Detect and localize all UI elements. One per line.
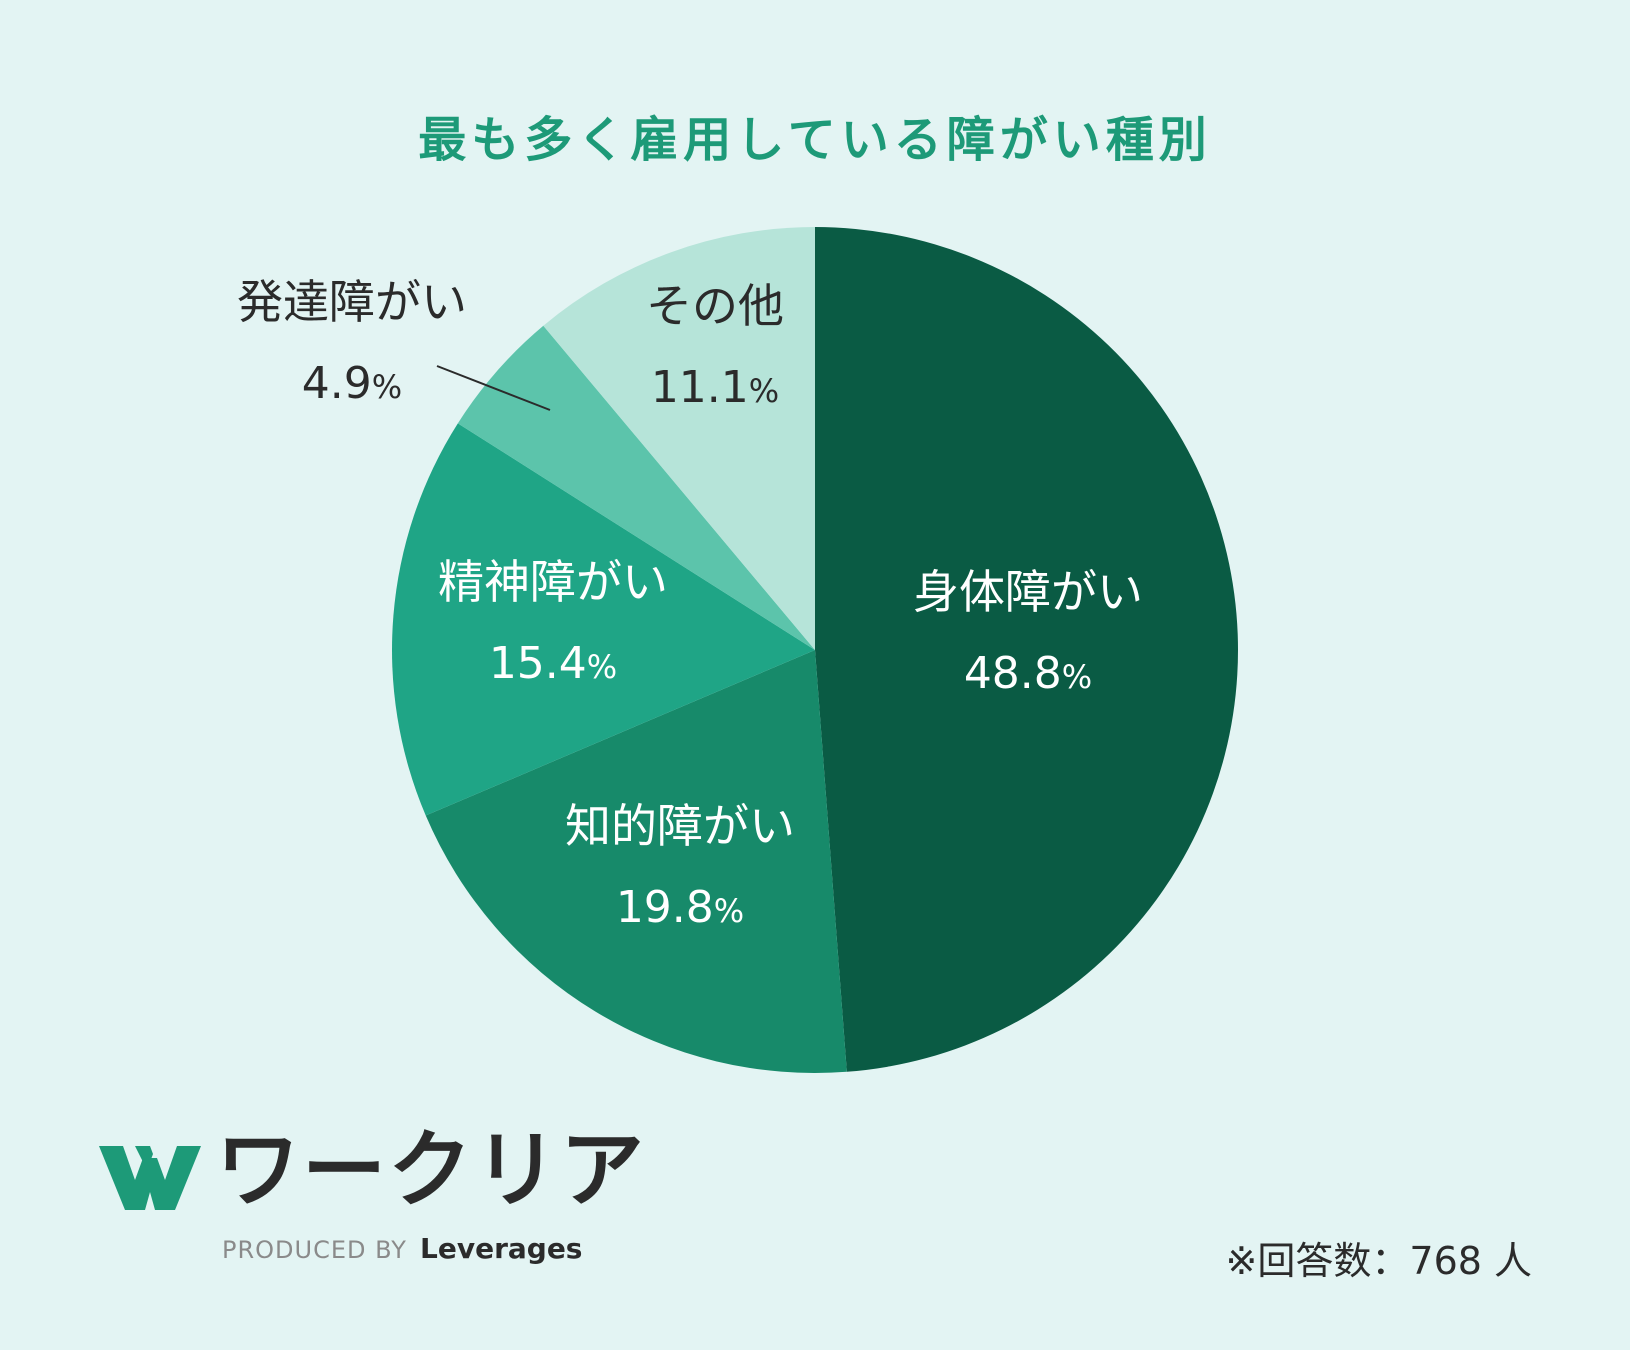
slice-label-0: 身体障がい 48.8% [913, 565, 1143, 699]
slice-name: 知的障がい [565, 799, 795, 853]
slice-label-3: 発達障がい 4.9% [237, 275, 467, 409]
slice-label-2: 精神障がい 15.4% [438, 555, 668, 689]
leader-line-hattatsu [436, 365, 551, 411]
pie-slice-3 [457, 325, 815, 650]
slice-value: 15.4% [489, 638, 617, 689]
pie-slice-4 [543, 227, 815, 650]
slice-value: 4.9% [302, 358, 402, 409]
slice-name: その他 [646, 279, 784, 333]
produced-by-label: PRODUCED BY [222, 1236, 407, 1264]
logo-w-icon [99, 1146, 201, 1210]
pie-slice-1 [425, 650, 847, 1073]
chart-title: 最も多く雇用している障がい種別 [418, 112, 1212, 168]
slice-label-4: その他 11.1% [646, 279, 784, 413]
response-count-note: ※回答数：768 人 [1225, 1239, 1532, 1283]
slice-label-1: 知的障がい 19.8% [565, 799, 795, 933]
pie-slices [392, 227, 1239, 1073]
slice-value: 48.8% [964, 648, 1092, 699]
logo-wordmark: ワークリア [216, 1121, 647, 1219]
slice-value: 11.1% [651, 362, 779, 413]
slice-name: 発達障がい [237, 275, 467, 329]
company-name: Leverages [420, 1232, 583, 1265]
pie-slice-2 [392, 423, 815, 816]
pie-labels: 身体障がい 48.8% 知的障がい 19.8% 精神障がい 15.4% 発達障がい 4.9% そ… [237, 275, 1143, 933]
slice-name: 身体障がい [913, 565, 1143, 619]
slice-name: 精神障がい [438, 555, 668, 609]
slice-value: 19.8% [616, 882, 744, 933]
pie-slice-0 [815, 227, 1239, 1072]
